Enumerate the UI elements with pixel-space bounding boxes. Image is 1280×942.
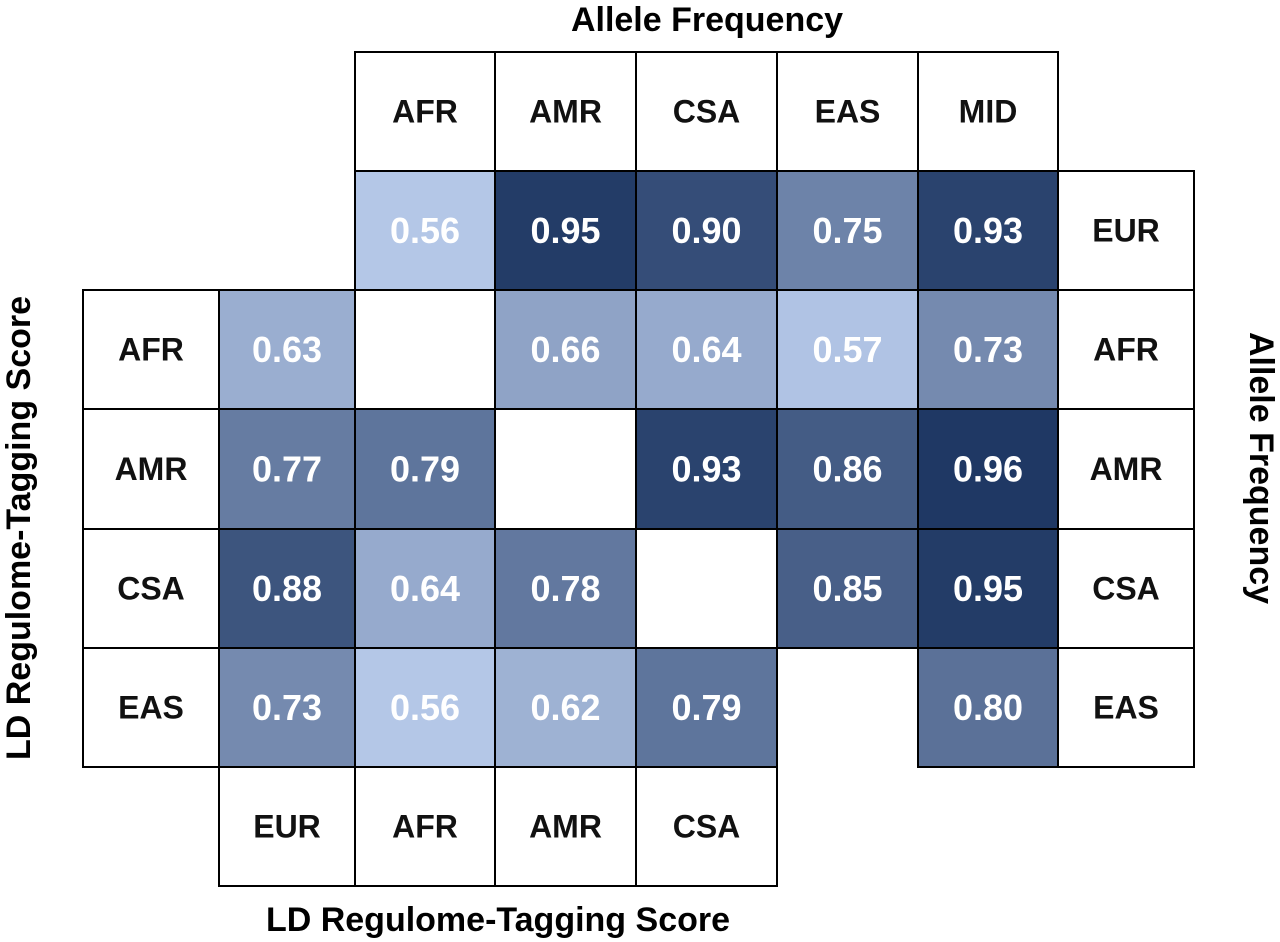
top-header-label: MID [959,94,1018,130]
right-header-label: EAS [1093,690,1159,726]
values-layer: 0.56 0.95 0.90 0.75 0.93 0.66 0.64 0.57 0.73 0.93… [252,210,1023,728]
right-header-label: EUR [1092,213,1160,249]
bottom-title: LD Regulome-Tagging Score [266,901,730,939]
left-header-cell [82,647,220,768]
heatmap-value-label: 0.62 [530,687,600,728]
heatmap-cell-upper [917,289,1059,410]
heatmap-cell-lower [494,528,637,649]
empty-cell [494,408,637,530]
left-header-label: AFR [118,332,184,368]
heatmap-value-label: 0.80 [953,687,1023,728]
bottom-header-label: CSA [673,809,741,845]
top-header-cell [635,51,778,172]
heatmap-cell-upper [635,170,778,291]
heatmap-value-label: 0.57 [812,329,882,370]
heatmap-value-label: 0.56 [390,210,460,251]
top-header-cell [494,51,637,172]
top-header-label: AFR [392,94,458,130]
heatmap-value-label: 0.56 [390,687,460,728]
headers-layer: AFR AMR CSA EAS MID EUR AFR AMR CSA EAS AFR AMR CSA E… [115,94,1163,845]
heatmap-value-label: 0.85 [812,568,882,609]
heatmap-value-label: 0.78 [530,568,600,609]
heatmap-value-label: 0.90 [671,210,741,251]
heatmap-cell-upper [494,170,637,291]
heatmap-value-label: 0.64 [671,329,741,370]
empty-cell [354,289,496,410]
bottom-header-label: EUR [253,809,321,845]
bottom-header-cell [494,766,637,887]
left-header-label: EAS [118,690,184,726]
heatmap-cell-upper [917,170,1059,291]
heatmap-value-label: 0.79 [390,449,460,490]
heatmap-value-label: 0.77 [252,449,322,490]
left-header-label: AMR [115,451,188,487]
bottom-header-cell [635,766,778,887]
top-title: Allele Frequency [571,1,843,39]
top-header-label: EAS [815,94,881,130]
heatmap-value-label: 0.79 [671,687,741,728]
heatmap-cell-upper [776,408,919,530]
heatmap-cell-lower [354,528,496,649]
heatmap-cell-lower [218,528,356,649]
heatmap-cell-upper [635,408,778,530]
right-header-label: AMR [1090,451,1163,487]
right-header-label: AFR [1093,332,1159,368]
right-title: Allele Frequency [1242,332,1280,604]
heatmap-cell-lower [218,647,356,768]
right-header-label: CSA [1092,571,1160,607]
heatmap-value-label: 0.75 [812,210,882,251]
heatmap-value-label: 0.88 [252,568,322,609]
top-header-cell [776,51,919,172]
heatmap-cell-lower [354,647,496,768]
heatmap-value-label: 0.73 [252,687,322,728]
heatmap-cell-lower [635,647,778,768]
heatmap-value-label: 0.64 [390,568,460,609]
heatmap-cell-upper [917,647,1059,768]
heatmap-cell-lower [494,647,637,768]
heatmap-cell-lower [354,408,496,530]
heatmap-value-label: 0.96 [953,449,1023,490]
heatmap-value-label: 0.66 [530,329,600,370]
heatmap-cell-upper [776,170,919,291]
bottom-header-label: AFR [392,809,458,845]
heatmap-value-label: 0.93 [671,449,741,490]
heatmap-cell-upper [635,289,778,410]
top-header-cell [354,51,496,172]
top-header-label: AMR [529,94,602,130]
left-header-cell [82,408,220,530]
heatmap-cell-upper [354,170,496,291]
heatmap-value-label: 0.95 [953,568,1023,609]
heatmap-cell-upper [776,528,919,649]
top-header-label: CSA [673,94,741,130]
left-title: LD Regulome-Tagging Score [0,296,38,760]
heatmap-value-label: 0.95 [530,210,600,251]
bottom-header-cell [354,766,496,887]
heatmap-value-label: 0.73 [953,329,1023,370]
right-header-cell [1057,647,1195,768]
bottom-header-label: AMR [529,809,602,845]
left-header-label: CSA [117,571,185,607]
heatmap-cell-upper [917,408,1059,530]
heatmap-value-label: 0.63 [252,329,322,370]
empty-cell [635,528,778,649]
heatmap-value-label: 0.93 [953,210,1023,251]
cells-layer [82,51,1195,887]
heatmap-value-label: 0.86 [812,449,882,490]
